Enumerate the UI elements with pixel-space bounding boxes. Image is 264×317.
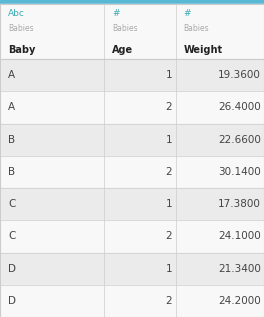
- Text: 30.1400: 30.1400: [218, 167, 261, 177]
- Bar: [0, 220, 264, 253]
- Text: 19.3600: 19.3600: [218, 70, 261, 80]
- Text: 2: 2: [166, 231, 172, 241]
- Text: Babies: Babies: [183, 24, 209, 33]
- Text: C: C: [8, 199, 15, 209]
- Bar: [0, 156, 264, 188]
- Text: 2: 2: [166, 167, 172, 177]
- Text: B: B: [8, 167, 15, 177]
- Text: 17.3800: 17.3800: [218, 199, 261, 209]
- Text: 1: 1: [166, 264, 172, 274]
- Text: #: #: [183, 10, 191, 18]
- Text: Weight: Weight: [183, 45, 223, 55]
- Text: 26.4000: 26.4000: [218, 102, 261, 112]
- Text: 24.2000: 24.2000: [218, 296, 261, 306]
- Text: D: D: [8, 296, 16, 306]
- Text: 1: 1: [166, 70, 172, 80]
- Bar: [0, 0, 264, 4]
- Text: 2: 2: [166, 102, 172, 112]
- Text: 21.3400: 21.3400: [218, 264, 261, 274]
- Text: Babies: Babies: [112, 24, 138, 33]
- Text: 22.6600: 22.6600: [218, 135, 261, 145]
- Text: A: A: [8, 70, 15, 80]
- Bar: [0, 188, 264, 220]
- Text: Baby: Baby: [8, 45, 35, 55]
- Bar: [0, 91, 264, 124]
- Bar: [0, 253, 264, 285]
- Bar: [0, 285, 264, 317]
- Text: Abc: Abc: [8, 10, 25, 18]
- Bar: [0, 59, 264, 91]
- Bar: [0, 124, 264, 156]
- Text: 1: 1: [166, 135, 172, 145]
- Text: 1: 1: [166, 199, 172, 209]
- Bar: [0, 4, 264, 59]
- Text: C: C: [8, 231, 15, 241]
- Text: Age: Age: [112, 45, 133, 55]
- Text: Babies: Babies: [8, 24, 34, 33]
- Text: 24.1000: 24.1000: [218, 231, 261, 241]
- Text: #: #: [112, 10, 120, 18]
- Text: D: D: [8, 264, 16, 274]
- Text: B: B: [8, 135, 15, 145]
- Text: 2: 2: [166, 296, 172, 306]
- Text: A: A: [8, 102, 15, 112]
